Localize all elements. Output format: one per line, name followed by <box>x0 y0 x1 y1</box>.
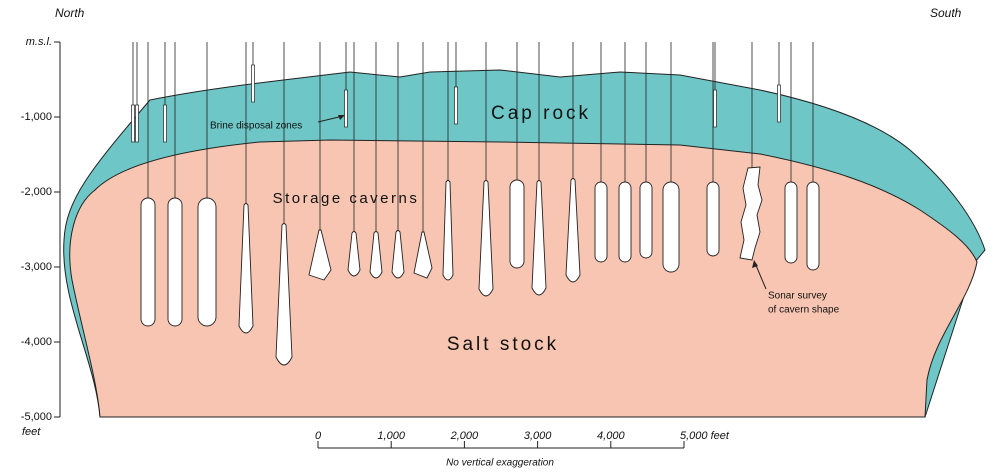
cavern <box>807 182 819 270</box>
brine-zone <box>136 105 139 142</box>
tick-label: -4,000 <box>21 336 52 348</box>
scale-label: 2,000 <box>450 430 479 442</box>
scale-label: 1,000 <box>377 430 405 442</box>
brine-zone <box>132 105 135 142</box>
axis-unit: feet <box>22 426 41 438</box>
brine-zone <box>164 105 167 142</box>
sonar-label: Sonar survey <box>768 291 827 302</box>
brine-label: Brine disposal zones <box>210 121 302 132</box>
scale-bar: 0 1,000 2,000 3,000 4,000 5,000 feet <box>315 430 730 448</box>
depth-axis: m.s.l. -1,000 -2,000 -3,000 -4,000 -5,000 <box>21 36 60 423</box>
brine-zone <box>778 85 781 122</box>
scale-label: 4,000 <box>597 430 625 442</box>
cavern <box>198 198 216 326</box>
tick-label: -3,000 <box>21 261 52 273</box>
south-label: South <box>930 6 962 20</box>
cross-section: m.s.l. -1,000 -2,000 -3,000 -4,000 -5,000 Nor… <box>0 0 997 472</box>
cavern <box>707 182 719 256</box>
tick-label: -5,000 <box>21 411 52 423</box>
brine-zone <box>345 90 348 127</box>
cavern <box>663 182 679 272</box>
cavern <box>510 180 524 268</box>
page: {"header": {"left": "North", "right": "S… <box>0 0 997 472</box>
tick-label: m.s.l. <box>26 36 52 48</box>
brine-zone <box>714 90 717 127</box>
cavern <box>785 182 797 263</box>
scale-label: 5,000 feet <box>680 430 730 442</box>
sonar-label: of cavern shape <box>768 305 840 316</box>
cavern <box>619 182 631 262</box>
caverns-label: Storage caverns <box>273 190 420 207</box>
cap-rock-label: Cap rock <box>491 103 591 124</box>
cavern <box>168 198 182 326</box>
salt-label: Salt stock <box>447 334 559 355</box>
scale-label: 0 <box>315 430 322 442</box>
north-label: North <box>55 6 85 20</box>
scale-label: 3,000 <box>524 430 552 442</box>
cavern <box>640 182 652 258</box>
tick-label: -2,000 <box>21 186 52 198</box>
brine-zone <box>252 65 255 102</box>
brine-zone <box>455 87 458 124</box>
cavern <box>595 182 607 262</box>
scale-note: No vertical exaggeration <box>446 458 554 469</box>
cavern <box>141 198 155 326</box>
tick-label: -1,000 <box>21 111 52 123</box>
